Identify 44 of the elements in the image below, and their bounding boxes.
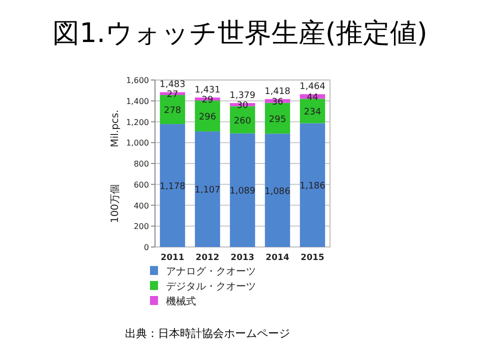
source-note: 出典：日本時計協会ホームページ — [125, 327, 290, 340]
y-tick-label: 1,200 — [126, 118, 149, 127]
bar — [160, 92, 186, 96]
x-tick-label: 2013 — [230, 253, 254, 263]
bar — [194, 131, 220, 247]
data-label: 296 — [198, 112, 216, 123]
y-tick-label: 400 — [134, 201, 149, 210]
x-tick-label: 2014 — [266, 253, 290, 263]
y-tick-label: 1,400 — [126, 96, 149, 106]
data-label: 1,086 — [264, 186, 291, 197]
data-label: 1,107 — [194, 186, 220, 196]
data-label: 260 — [234, 116, 252, 126]
legend-label: 機械式 — [166, 296, 196, 308]
bar — [300, 123, 326, 247]
total-label: 1,431 — [194, 86, 220, 96]
data-label: 27 — [166, 90, 178, 100]
x-tick-label: 2011 — [160, 253, 184, 263]
chart-title: 図1.ウォッチ世界生産(推定値) — [52, 18, 428, 49]
total-label: 1,418 — [264, 87, 291, 98]
y-tick-label: 0 — [144, 243, 149, 252]
x-tick-label: 2012 — [196, 253, 220, 263]
total-label: 1,464 — [300, 82, 326, 92]
y-tick-label: 600 — [134, 180, 149, 190]
x-tick-label: 2015 — [300, 253, 324, 263]
text: 100万個 Mil.pcs. — [110, 110, 121, 224]
y-tick-label: 1,000 — [126, 138, 149, 148]
legend-label: アナログ・クオーツ — [166, 266, 256, 278]
y-tick-label: 200 — [134, 222, 149, 232]
y-tick-label: 800 — [134, 160, 149, 168]
bar — [230, 133, 256, 247]
data-label: 234 — [304, 108, 322, 118]
total-label: 1,379 — [230, 91, 256, 102]
bar — [160, 124, 186, 247]
data-label: 1,178 — [160, 182, 186, 192]
legend-label: デジタル・クオーツ — [166, 282, 256, 292]
bar — [160, 95, 186, 124]
data-label: 295 — [268, 114, 286, 125]
data-label: 1,186 — [300, 182, 326, 192]
bar — [264, 134, 290, 247]
data-label: 30 — [236, 101, 248, 112]
total-label: 1,483 — [160, 80, 186, 90]
y-tick-label: 1,600 — [126, 76, 149, 85]
data-label: 1,089 — [230, 186, 256, 197]
data-label: 278 — [164, 106, 182, 116]
